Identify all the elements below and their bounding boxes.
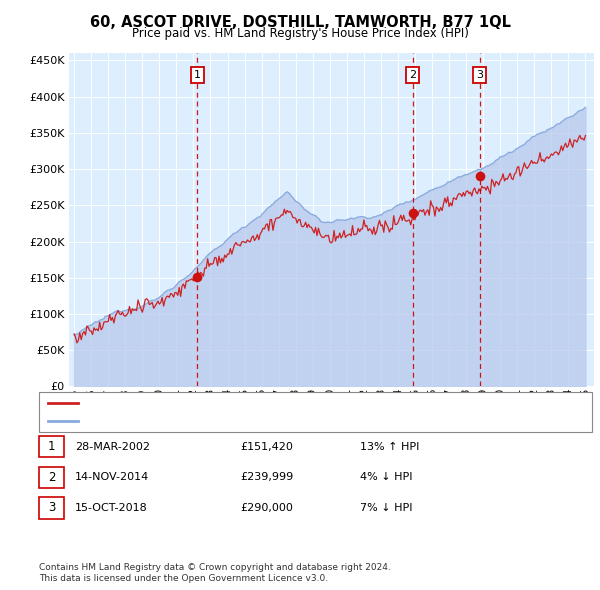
- Text: 3: 3: [48, 502, 55, 514]
- Text: Price paid vs. HM Land Registry's House Price Index (HPI): Price paid vs. HM Land Registry's House …: [131, 27, 469, 40]
- Text: 1: 1: [48, 440, 55, 453]
- Text: Contains HM Land Registry data © Crown copyright and database right 2024.
This d: Contains HM Land Registry data © Crown c…: [39, 563, 391, 583]
- Text: HPI: Average price, detached house, North Warwickshire: HPI: Average price, detached house, Nort…: [84, 415, 365, 425]
- Text: 1: 1: [194, 70, 201, 80]
- Text: £151,420: £151,420: [240, 442, 293, 451]
- Text: 13% ↑ HPI: 13% ↑ HPI: [360, 442, 419, 451]
- Text: 60, ASCOT DRIVE, DOSTHILL, TAMWORTH, B77 1QL: 60, ASCOT DRIVE, DOSTHILL, TAMWORTH, B77…: [89, 15, 511, 30]
- Text: £290,000: £290,000: [240, 503, 293, 513]
- Text: 2: 2: [409, 70, 416, 80]
- Text: 3: 3: [476, 70, 483, 80]
- Text: 4% ↓ HPI: 4% ↓ HPI: [360, 473, 413, 482]
- Text: 14-NOV-2014: 14-NOV-2014: [75, 473, 149, 482]
- Text: 28-MAR-2002: 28-MAR-2002: [75, 442, 150, 451]
- Text: 2: 2: [48, 471, 55, 484]
- Text: £239,999: £239,999: [240, 473, 293, 482]
- Text: 7% ↓ HPI: 7% ↓ HPI: [360, 503, 413, 513]
- Text: 60, ASCOT DRIVE, DOSTHILL, TAMWORTH, B77 1QL (detached house): 60, ASCOT DRIVE, DOSTHILL, TAMWORTH, B77…: [84, 398, 430, 408]
- Text: 15-OCT-2018: 15-OCT-2018: [75, 503, 148, 513]
